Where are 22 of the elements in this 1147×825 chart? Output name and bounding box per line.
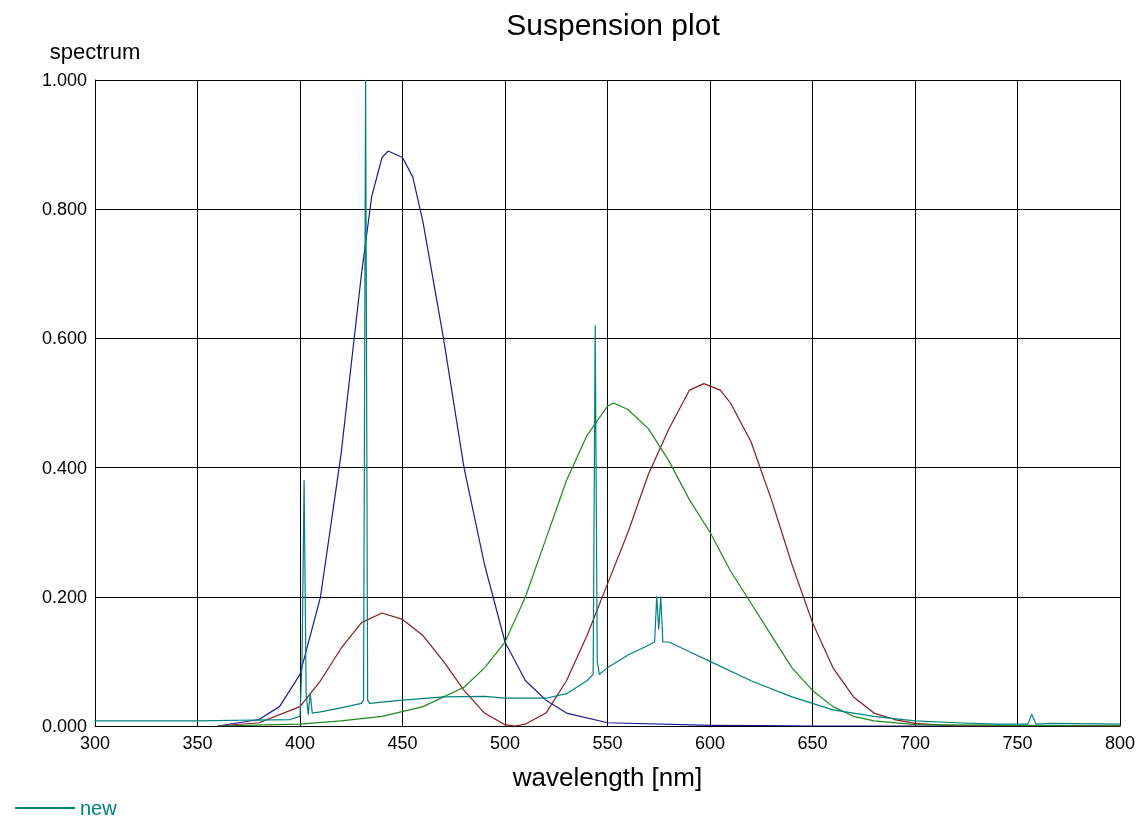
x-tick-label: 450 xyxy=(387,733,418,753)
y-tick-label: 0.800 xyxy=(41,199,87,220)
y-tick-label: 0.600 xyxy=(41,328,87,349)
x-tick-label: 550 xyxy=(592,733,623,753)
x-tick-label: 300 xyxy=(79,733,111,753)
x-tick-label: 700 xyxy=(899,733,931,753)
legend-label: new xyxy=(80,797,118,819)
x-tick-label: 750 xyxy=(1002,733,1033,753)
y-axis-title: spectrum xyxy=(49,38,141,64)
x-tick-label: 500 xyxy=(489,733,521,753)
x-tick-label: 800 xyxy=(1104,733,1136,753)
x-tick-label: 600 xyxy=(694,733,726,753)
line-series xyxy=(94,79,1121,725)
y-tick-label: 0.200 xyxy=(41,586,87,607)
y-tick-label: 1.000 xyxy=(41,70,87,90)
x-tick-label: 350 xyxy=(182,733,213,753)
y-tick-label: 0.000 xyxy=(41,716,87,736)
y-tick-label: 0.400 xyxy=(41,457,87,478)
x-tick-label: 400 xyxy=(284,733,316,753)
x-tick-label: 650 xyxy=(797,733,828,753)
x-axis-title: wavelength [nm] xyxy=(511,762,703,792)
chart-title: Suspension plot xyxy=(506,7,721,41)
